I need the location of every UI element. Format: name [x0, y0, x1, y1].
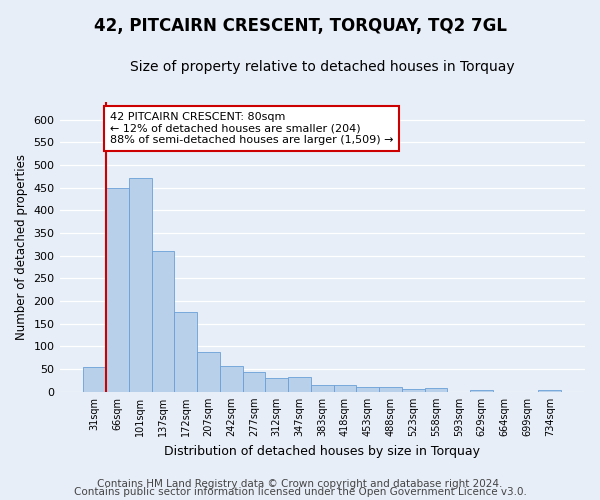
Bar — [425, 388, 448, 392]
Bar — [129, 178, 152, 392]
Text: Contains HM Land Registry data © Crown copyright and database right 2024.: Contains HM Land Registry data © Crown c… — [97, 479, 503, 489]
Bar — [106, 188, 129, 392]
Bar — [197, 352, 220, 392]
Bar — [311, 385, 334, 392]
Text: Contains public sector information licensed under the Open Government Licence v3: Contains public sector information licen… — [74, 487, 526, 497]
Text: 42, PITCAIRN CRESCENT, TORQUAY, TQ2 7GL: 42, PITCAIRN CRESCENT, TORQUAY, TQ2 7GL — [94, 18, 506, 36]
Bar — [538, 390, 561, 392]
X-axis label: Distribution of detached houses by size in Torquay: Distribution of detached houses by size … — [164, 444, 480, 458]
Bar — [83, 367, 106, 392]
Bar — [175, 312, 197, 392]
Bar — [334, 385, 356, 392]
Text: 42 PITCAIRN CRESCENT: 80sqm
← 12% of detached houses are smaller (204)
88% of se: 42 PITCAIRN CRESCENT: 80sqm ← 12% of det… — [110, 112, 393, 145]
Title: Size of property relative to detached houses in Torquay: Size of property relative to detached ho… — [130, 60, 515, 74]
Bar — [242, 372, 265, 392]
Bar — [220, 366, 242, 392]
Bar — [288, 378, 311, 392]
Bar — [379, 388, 402, 392]
Bar — [470, 390, 493, 392]
Bar — [152, 251, 175, 392]
Y-axis label: Number of detached properties: Number of detached properties — [15, 154, 28, 340]
Bar — [265, 378, 288, 392]
Bar — [402, 389, 425, 392]
Bar — [356, 388, 379, 392]
